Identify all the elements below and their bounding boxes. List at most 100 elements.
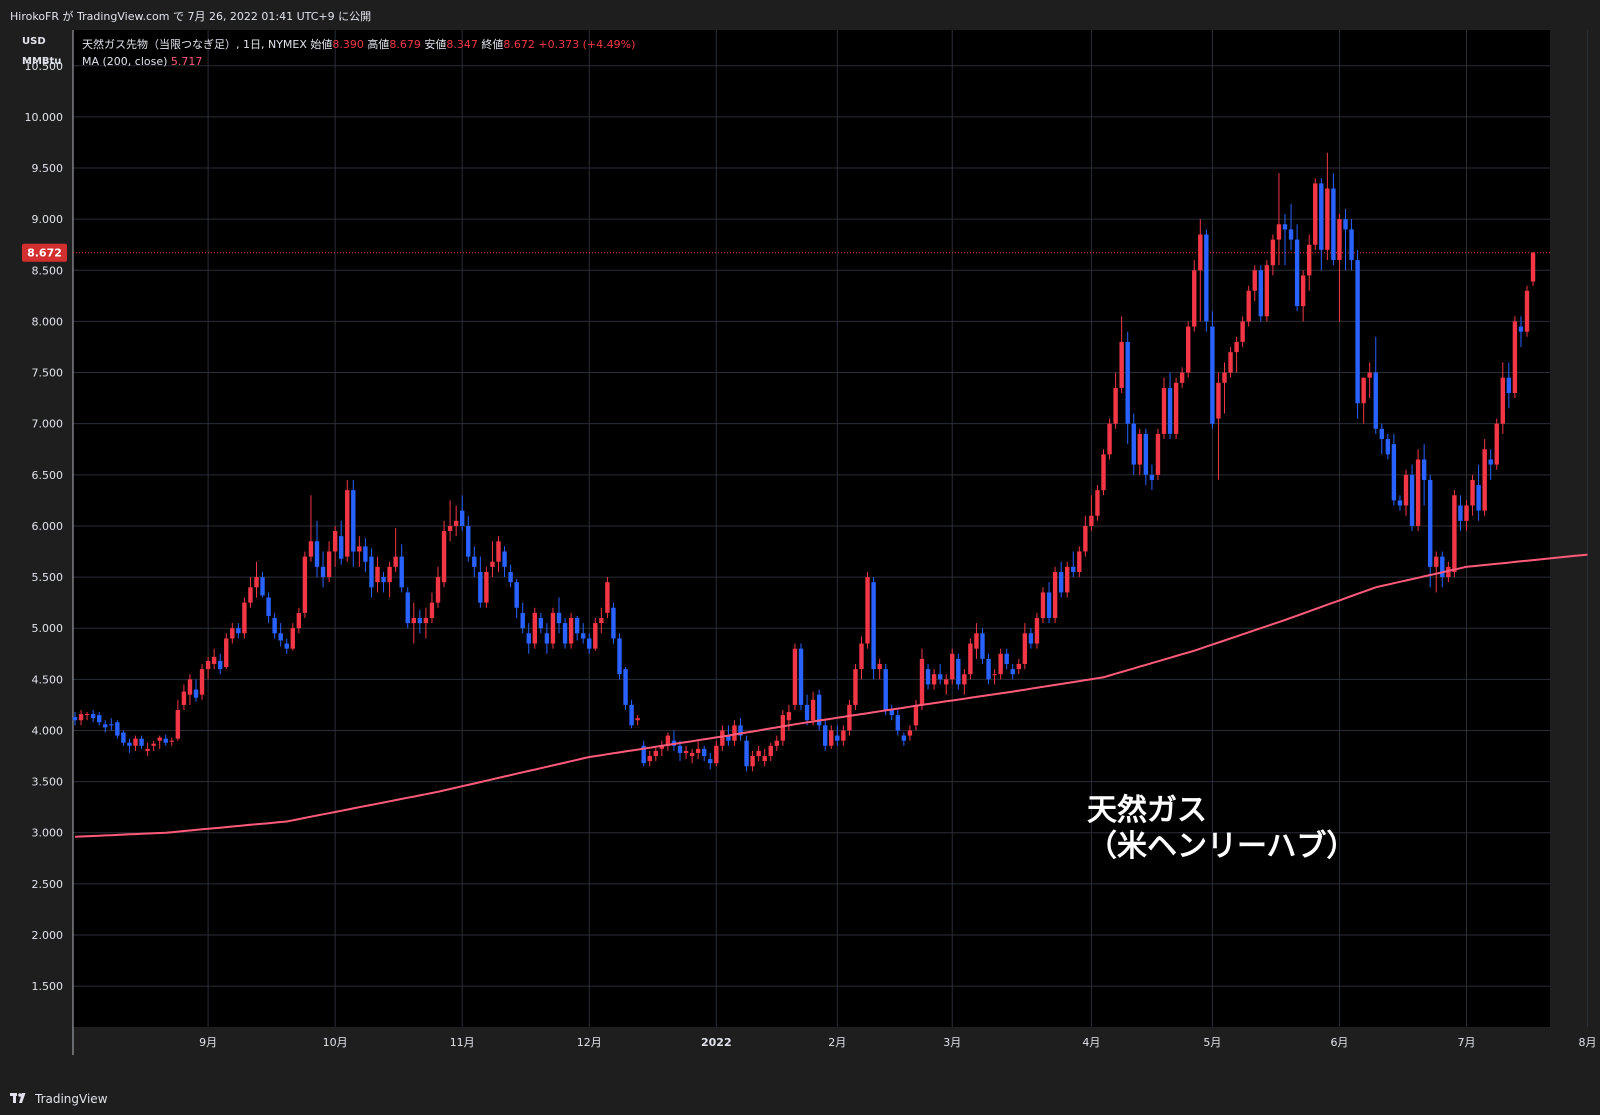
candlestick-chart[interactable]: 10.500 10.000 9.500 9.000 8.500 8.000 7.500 7.0…: [0, 28, 1600, 1085]
candle-body[interactable]: [810, 699, 816, 721]
candle-body[interactable]: [665, 735, 671, 746]
candle-body[interactable]: [339, 536, 344, 559]
candle-body[interactable]: [937, 674, 943, 680]
candle-body[interactable]: [260, 577, 265, 596]
candle-body[interactable]: [103, 724, 108, 728]
candle-body[interactable]: [1518, 326, 1524, 332]
candle-body[interactable]: [1222, 372, 1227, 383]
candle-body[interactable]: [1077, 551, 1082, 572]
candle-body[interactable]: [199, 669, 205, 695]
candle-body[interactable]: [405, 592, 410, 624]
candle-body[interactable]: [574, 617, 580, 634]
candle-body[interactable]: [980, 633, 985, 659]
candle-body[interactable]: [472, 556, 477, 567]
candle-body[interactable]: [659, 745, 665, 749]
candle-body[interactable]: [1137, 433, 1142, 465]
candle-body[interactable]: [1270, 239, 1276, 266]
candle-body[interactable]: [883, 669, 888, 711]
candle-body[interactable]: [508, 571, 513, 583]
candle-body[interactable]: [968, 643, 973, 675]
candle-body[interactable]: [211, 656, 217, 664]
tradingview-logo[interactable]: TradingView: [10, 1092, 108, 1106]
legend-ma-row[interactable]: MA (200, close) 5.717: [82, 55, 202, 68]
candle-body[interactable]: [72, 717, 78, 721]
candle-body[interactable]: [460, 510, 465, 526]
candle-body[interactable]: [496, 541, 501, 562]
candle-body[interactable]: [1240, 321, 1245, 342]
candle-body[interactable]: [453, 520, 459, 526]
candle-body[interactable]: [708, 759, 713, 764]
candle-body[interactable]: [901, 735, 907, 741]
candle-body[interactable]: [345, 490, 350, 557]
candle-body[interactable]: [738, 725, 743, 736]
candle-body[interactable]: [635, 718, 640, 721]
candle-body[interactable]: [363, 546, 368, 562]
candle-body[interactable]: [841, 730, 846, 741]
candle-body[interactable]: [169, 740, 174, 742]
candle-body[interactable]: [1155, 433, 1161, 475]
candle-body[interactable]: [581, 633, 586, 639]
candle-body[interactable]: [629, 704, 634, 726]
candle-body[interactable]: [242, 602, 247, 634]
candle-body[interactable]: [284, 643, 289, 649]
candle-body[interactable]: [1052, 571, 1058, 618]
candle-body[interactable]: [1095, 490, 1100, 516]
candle-body[interactable]: [1331, 188, 1336, 261]
candle-body[interactable]: [593, 623, 598, 649]
candle-body[interactable]: [599, 617, 604, 624]
candle-body[interactable]: [296, 612, 302, 629]
plot-area[interactable]: [73, 30, 1550, 1027]
candle-body[interactable]: [272, 617, 277, 634]
candle-body[interactable]: [895, 715, 900, 731]
candle-body[interactable]: [302, 556, 308, 613]
candle-body[interactable]: [804, 704, 810, 721]
candle-body[interactable]: [502, 551, 507, 567]
candle-body[interactable]: [78, 714, 84, 721]
candle-body[interactable]: [756, 750, 761, 757]
candle-body[interactable]: [163, 738, 168, 743]
candle-body[interactable]: [1125, 341, 1130, 424]
candle-body[interactable]: [1179, 372, 1185, 383]
candle-body[interactable]: [157, 737, 162, 741]
candle-body[interactable]: [393, 556, 398, 567]
candle-body[interactable]: [1058, 571, 1064, 593]
candle-body[interactable]: [653, 750, 658, 757]
candle-body[interactable]: [1337, 219, 1342, 261]
candle-body[interactable]: [314, 541, 320, 567]
candle-body[interactable]: [1016, 663, 1021, 670]
candle-body[interactable]: [84, 714, 90, 716]
candle-body[interactable]: [1325, 188, 1330, 250]
candle-body[interactable]: [1307, 244, 1312, 276]
candle-body[interactable]: [677, 745, 683, 753]
candle-body[interactable]: [1476, 485, 1481, 511]
candle-body[interactable]: [205, 660, 211, 670]
candle-body[interactable]: [853, 669, 858, 705]
candle-body[interactable]: [1034, 617, 1040, 644]
candle-body[interactable]: [944, 679, 949, 685]
candle-body[interactable]: [224, 638, 229, 668]
candle-body[interactable]: [1494, 423, 1499, 465]
candle-body[interactable]: [1343, 219, 1348, 230]
candle-body[interactable]: [1276, 224, 1282, 240]
candle-body[interactable]: [683, 750, 689, 753]
candle-body[interactable]: [889, 710, 894, 716]
candle-body[interactable]: [1258, 270, 1263, 317]
candle-body[interactable]: [357, 546, 362, 552]
candle-body[interactable]: [230, 628, 235, 639]
candle-body[interactable]: [829, 730, 834, 746]
candle-body[interactable]: [1004, 653, 1009, 664]
candle-body[interactable]: [1452, 495, 1457, 572]
candle-body[interactable]: [1397, 500, 1403, 506]
candle-body[interactable]: [1464, 505, 1469, 521]
candle-body[interactable]: [647, 756, 652, 762]
candle-body[interactable]: [266, 597, 271, 616]
candle-body[interactable]: [913, 704, 919, 726]
candle-body[interactable]: [278, 633, 283, 641]
candle-body[interactable]: [1204, 234, 1209, 322]
candle-body[interactable]: [308, 541, 314, 557]
candle-body[interactable]: [611, 607, 616, 639]
candle-body[interactable]: [1434, 556, 1439, 567]
candle-body[interactable]: [1282, 224, 1288, 230]
candle-body[interactable]: [90, 714, 96, 719]
candle-body[interactable]: [1113, 387, 1118, 424]
